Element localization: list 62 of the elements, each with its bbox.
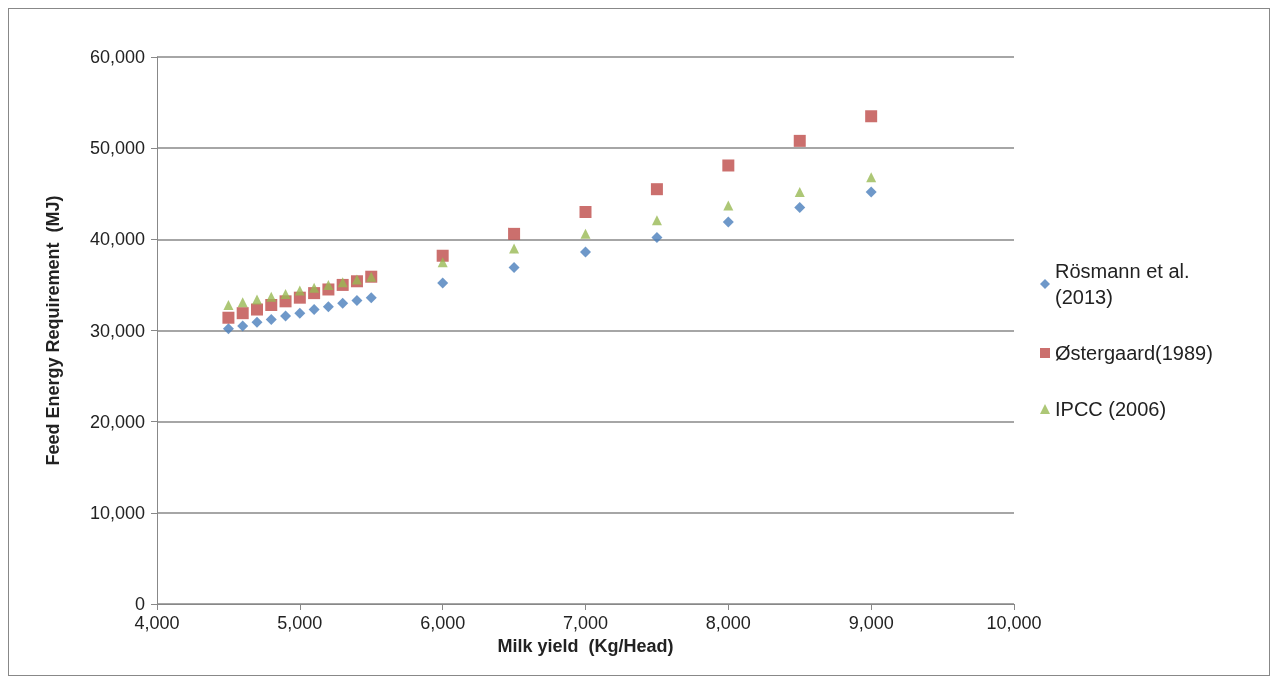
point (365, 292, 377, 304)
y-tick-label: 10,000 (89, 502, 145, 523)
point (250, 303, 263, 316)
point (865, 186, 877, 198)
point (580, 246, 591, 258)
point (722, 159, 735, 172)
point (794, 186, 805, 197)
x-axis-title: Milk yield (Kg/Head) (497, 635, 674, 656)
point (508, 262, 520, 274)
x-tick-label: 9,000 (848, 613, 894, 633)
point (222, 311, 235, 324)
point (580, 228, 591, 239)
y-tick-label: 60,000 (89, 47, 145, 67)
x-tick-label: 5,000 (277, 613, 323, 633)
point (337, 297, 349, 309)
point (509, 243, 520, 254)
x-tick-label: 10,000 (986, 613, 1042, 633)
y-axis-title: Feed Energy Requirement (MJ) (43, 195, 63, 466)
point (866, 172, 877, 183)
y-tick-label: 30,000 (89, 320, 145, 341)
y-tick-label: 0 (134, 594, 145, 614)
point (579, 205, 592, 218)
point (722, 216, 734, 228)
point (251, 294, 262, 305)
point (280, 310, 292, 322)
point (651, 232, 663, 244)
legend-label: Østergaard(1989) (1055, 342, 1213, 364)
point (237, 320, 249, 332)
point (437, 277, 449, 289)
y-tick-label: 50,000 (89, 138, 145, 159)
point (266, 291, 277, 302)
x-tick-label: 6,000 (420, 613, 466, 633)
point (650, 183, 663, 196)
point (265, 314, 277, 326)
point (351, 294, 363, 306)
x-tick-label: 7,000 (562, 613, 609, 633)
point (223, 299, 234, 310)
point (251, 316, 263, 328)
point (508, 227, 521, 240)
point (865, 110, 878, 123)
y-tick-label: 20,000 (89, 411, 145, 432)
point (322, 301, 334, 313)
y-tick-label: 40,000 (89, 229, 145, 250)
point (222, 323, 234, 335)
point (280, 289, 291, 300)
point (436, 249, 449, 262)
point (323, 279, 334, 290)
point (308, 304, 320, 316)
point (793, 134, 806, 147)
x-tick-label: 4,000 (134, 613, 180, 633)
point (294, 285, 305, 296)
x-tick-label: 8,000 (705, 613, 751, 633)
point (651, 215, 662, 226)
legend-label: Rösmann et al. (2013) (1055, 260, 1196, 308)
point (294, 307, 306, 319)
point (723, 200, 734, 211)
point (794, 201, 806, 213)
point (237, 297, 248, 308)
point (236, 307, 249, 320)
point (309, 282, 320, 293)
point (437, 257, 448, 268)
legend-label: IPCC (2006) (1055, 398, 1167, 420)
